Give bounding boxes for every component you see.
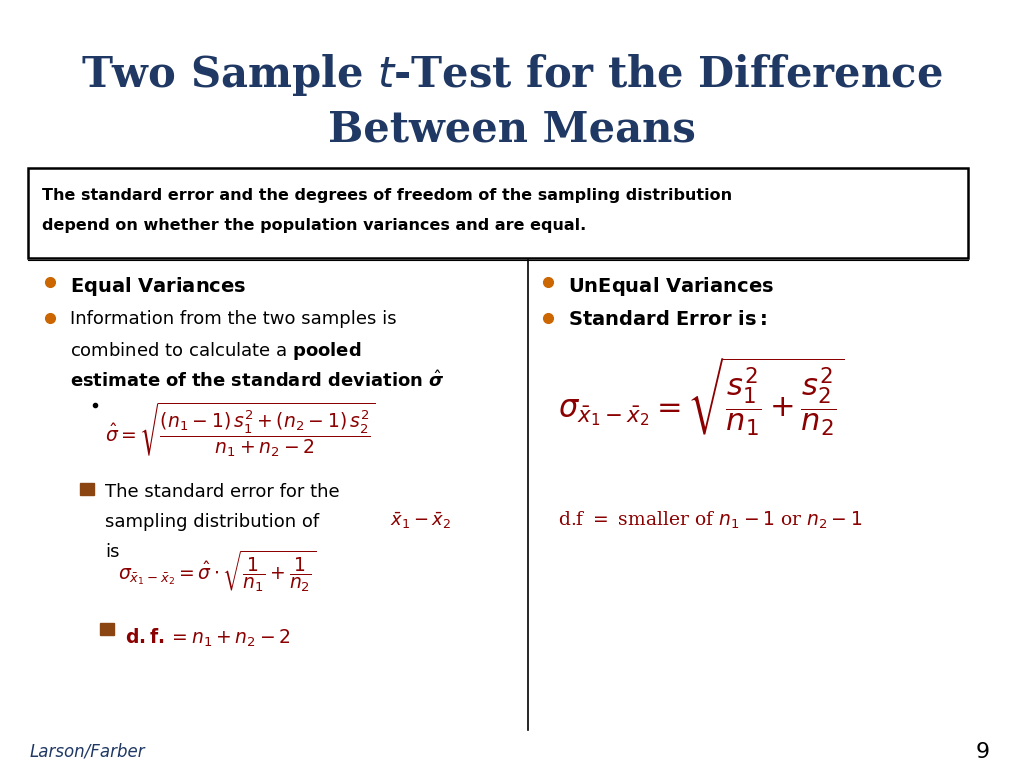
Text: combined to calculate a $\mathbf{pooled}$: combined to calculate a $\mathbf{pooled}… (70, 340, 361, 362)
Text: $\sigma_{\bar{x}_1-\bar{x}_2}=\sqrt{\dfrac{s_1^2}{n_1}+\dfrac{s_2^2}{n_2}}$: $\sigma_{\bar{x}_1-\bar{x}_2}=\sqrt{\dfr… (558, 355, 844, 437)
Text: $\mathbf{Standard\ Error\ is:}$: $\mathbf{Standard\ Error\ is:}$ (568, 310, 767, 329)
Text: 9: 9 (976, 742, 990, 762)
Text: Two Sample $\it{t}$-Test for the Difference: Two Sample $\it{t}$-Test for the Differe… (81, 52, 943, 98)
Bar (100, 623, 114, 635)
Text: $\hat{\sigma} = \sqrt{\dfrac{(n_1-1)\,s_1^2+(n_2-1)\,s_2^2}{n_1+n_2-2}}$: $\hat{\sigma} = \sqrt{\dfrac{(n_1-1)\,s_… (105, 400, 376, 459)
Text: $\mathbf{UnEqual\ Variances}$: $\mathbf{UnEqual\ Variances}$ (568, 275, 774, 298)
Text: $\sigma_{\bar{x}_1-\bar{x}_2}=\hat{\sigma}\cdot\sqrt{\dfrac{1}{n_1}+\dfrac{1}{n_: $\sigma_{\bar{x}_1-\bar{x}_2}=\hat{\sigm… (118, 548, 316, 594)
FancyBboxPatch shape (28, 168, 968, 258)
Text: The standard error and the degrees of freedom of the sampling distribution: The standard error and the degrees of fr… (42, 188, 732, 203)
Text: The standard error for the: The standard error for the (105, 483, 340, 501)
Text: Information from the two samples is: Information from the two samples is (70, 310, 396, 328)
Bar (80, 483, 94, 495)
Text: depend on whether the population variances and are equal.: depend on whether the population varianc… (42, 218, 587, 233)
Text: is: is (105, 543, 120, 561)
Text: d.f $=$ smaller of $n_1-1$ or $n_2-1$: d.f $=$ smaller of $n_1-1$ or $n_2-1$ (558, 510, 862, 532)
Text: $\mathbf{Equal\ Variances}$: $\mathbf{Equal\ Variances}$ (70, 275, 247, 298)
Text: $\bar{x}_1-\bar{x}_2$: $\bar{x}_1-\bar{x}_2$ (390, 510, 452, 531)
Text: $\mathbf{estimate\ of\ the\ standard\ deviation}\ \hat{\boldsymbol{\sigma}}$: $\mathbf{estimate\ of\ the\ standard\ de… (70, 370, 444, 390)
Text: $\mathbf{d.f.}=n_1+n_2-2$: $\mathbf{d.f.}=n_1+n_2-2$ (125, 627, 291, 650)
Text: sampling distribution of: sampling distribution of (105, 513, 319, 531)
Text: Larson/Farber: Larson/Farber (30, 742, 145, 760)
Text: Between Means: Between Means (328, 108, 696, 150)
